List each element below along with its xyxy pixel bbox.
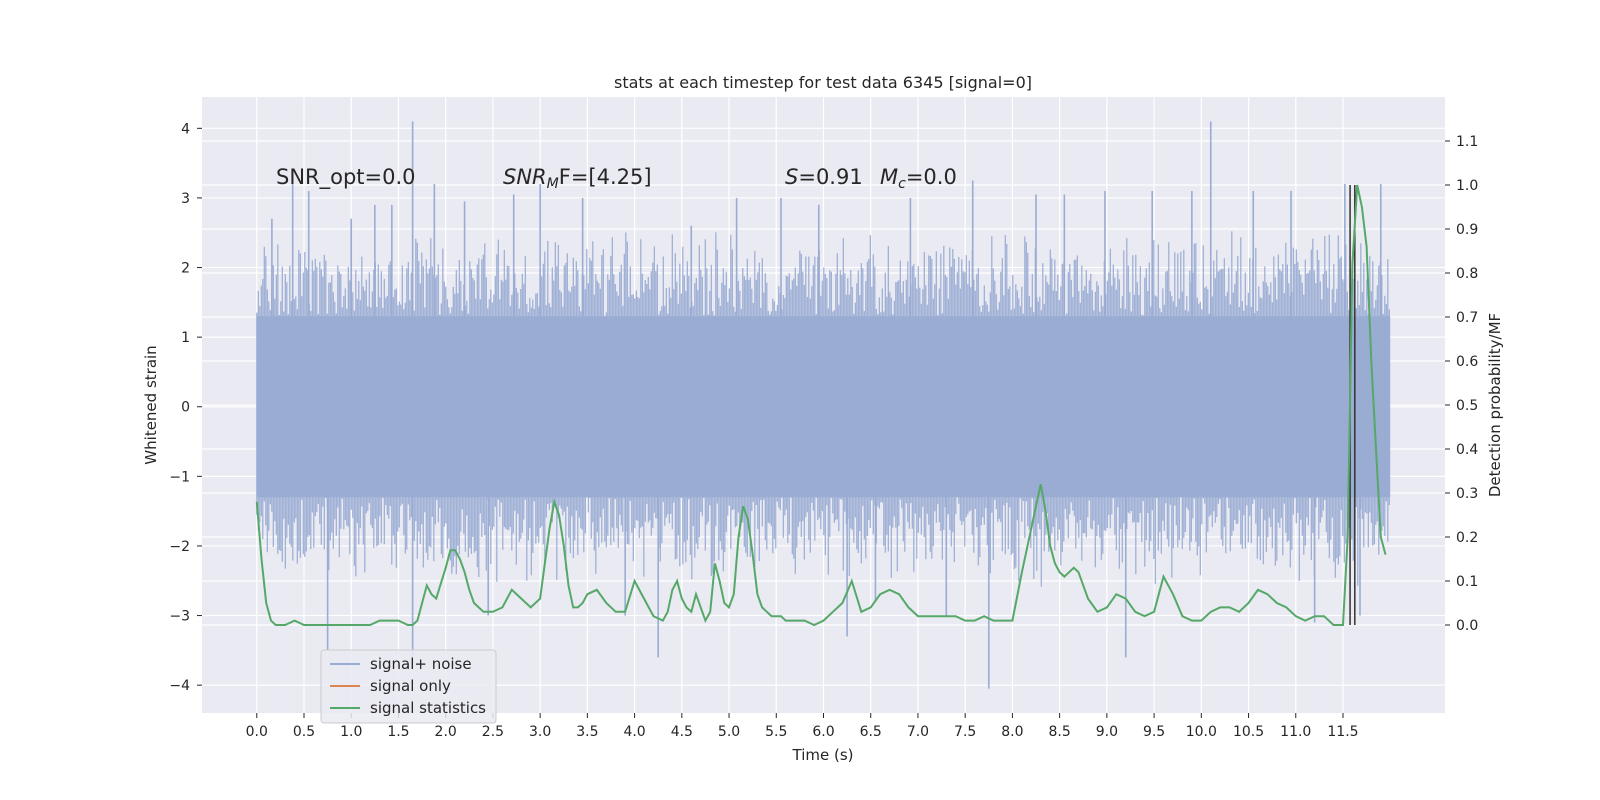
y2-tick-label: 1.0	[1456, 178, 1478, 194]
mc-main: M	[880, 165, 898, 189]
x-tick-label: 4.0	[623, 724, 645, 740]
y-tick-label: −2	[169, 539, 190, 555]
y2-tick-label: 0.1	[1456, 574, 1478, 590]
y-tick-label: 0	[181, 400, 190, 416]
x-tick-label: 8.5	[1048, 724, 1070, 740]
x-tick-label: 5.0	[718, 724, 740, 740]
x-tick-label: 10.5	[1233, 724, 1264, 740]
x-tick-label: 1.5	[387, 724, 409, 740]
y-tick-label: 2	[181, 261, 190, 277]
x-tick-label: 7.5	[954, 724, 976, 740]
y-tick-label: 1	[181, 330, 190, 346]
x-tick-labels: 0.0 0.5 1.0 1.5 2.0 2.5 3.0 3.5 4.0 4.5 5.0 5.5 6.0 6…	[246, 713, 1359, 740]
legend-label-signal-only: signal only	[370, 677, 451, 695]
legend: signal+ noise signal only signal statist…	[320, 649, 497, 724]
legend-label-signal-statistics: signal statistics	[370, 699, 486, 717]
y-tick-label: −4	[169, 678, 190, 694]
x-tick-label: 2.0	[435, 724, 457, 740]
x-tick-label: 9.5	[1143, 724, 1165, 740]
legend-box	[320, 649, 497, 724]
mc-sub: c	[898, 176, 906, 192]
y-tick-label: −1	[169, 469, 190, 485]
mc-rest: =0.0	[906, 165, 957, 189]
x-tick-label: 8.0	[1001, 724, 1023, 740]
y2-tick-labels: 1.1 1.0 0.9 0.8 0.7 0.6 0.5 0.4 0.3 0.2 0.1 0.0	[1445, 134, 1478, 634]
x-tick-label: 5.5	[765, 724, 787, 740]
y2-tick-label: 0.6	[1456, 354, 1478, 370]
y2-tick-label: 0.2	[1456, 530, 1478, 546]
y-tick-labels: 4 3 2 1 0 −1 −2 −3 −4	[169, 121, 202, 694]
x-tick-label: 3.0	[529, 724, 551, 740]
x-tick-label: 0.0	[246, 724, 268, 740]
legend-label-signal-noise: signal+ noise	[370, 655, 472, 673]
snr-mf-rest: F=[4.25]	[559, 165, 652, 189]
x-tick-label: 6.5	[860, 724, 882, 740]
snr-mf-main: SNR	[503, 165, 547, 189]
y-tick-label: 4	[181, 121, 190, 137]
annotation-s: S=0.91	[785, 165, 863, 189]
x-tick-label: 2.5	[482, 724, 504, 740]
y-tick-label: −3	[169, 609, 190, 625]
x-tick-label: 11.0	[1280, 724, 1311, 740]
y2-tick-label: 0.9	[1456, 222, 1478, 238]
x-tick-label: 6.0	[812, 724, 834, 740]
x-tick-label: 1.0	[340, 724, 362, 740]
x-tick-label: 11.5	[1327, 724, 1358, 740]
signal-noise-series	[256, 121, 1391, 689]
s-rest: =0.91	[798, 165, 862, 189]
y2-axis-label: Detection probability/MF	[1486, 313, 1504, 497]
y2-tick-label: 0.4	[1456, 442, 1478, 458]
annotation-mc: Mc=0.0	[880, 165, 957, 192]
y2-tick-label: 0.5	[1456, 398, 1478, 414]
annotation-snr-opt: SNR_opt=0.0	[276, 165, 416, 190]
x-tick-label: 7.0	[907, 724, 929, 740]
x-tick-label: 10.0	[1186, 724, 1217, 740]
y2-tick-label: 0.3	[1456, 486, 1478, 502]
s-main: S	[785, 165, 798, 189]
signal-statistics-line	[255, 184, 1387, 627]
snr-mf-sub: M	[547, 176, 559, 192]
y-tick-label: 3	[181, 191, 190, 207]
y2-tick-label: 0.7	[1456, 310, 1478, 326]
x-tick-label: 3.5	[576, 724, 598, 740]
x-tick-label: 0.5	[293, 724, 315, 740]
y2-tick-label: 1.1	[1456, 134, 1478, 150]
x-tick-label: 9.0	[1096, 724, 1118, 740]
x-tick-label: 4.5	[671, 724, 693, 740]
x-axis-label: Time (s)	[792, 746, 854, 764]
noise-trace	[256, 231, 1390, 587]
y2-tick-label: 0.8	[1456, 266, 1478, 282]
annotation-snr-mf: SNRMF=[4.25]	[503, 165, 652, 192]
y2-tick-label: 0.0	[1456, 618, 1478, 634]
y-axis-label: Whitened strain	[142, 345, 160, 464]
chart-title: stats at each timestep for test data 634…	[614, 73, 1032, 92]
